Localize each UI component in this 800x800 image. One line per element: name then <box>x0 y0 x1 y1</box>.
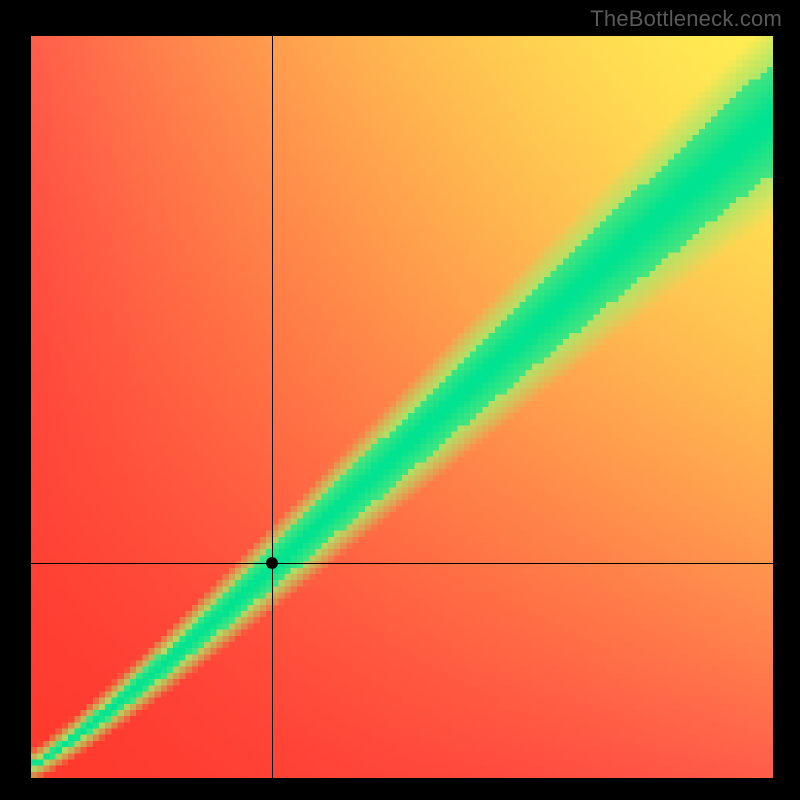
crosshair-horizontal-line <box>31 563 773 564</box>
crosshair-vertical-line <box>272 36 273 778</box>
crosshair-marker <box>265 556 279 570</box>
chart-container: TheBottleneck.com <box>0 0 800 800</box>
bottleneck-heatmap <box>31 36 773 778</box>
watermark-text: TheBottleneck.com <box>590 6 782 32</box>
